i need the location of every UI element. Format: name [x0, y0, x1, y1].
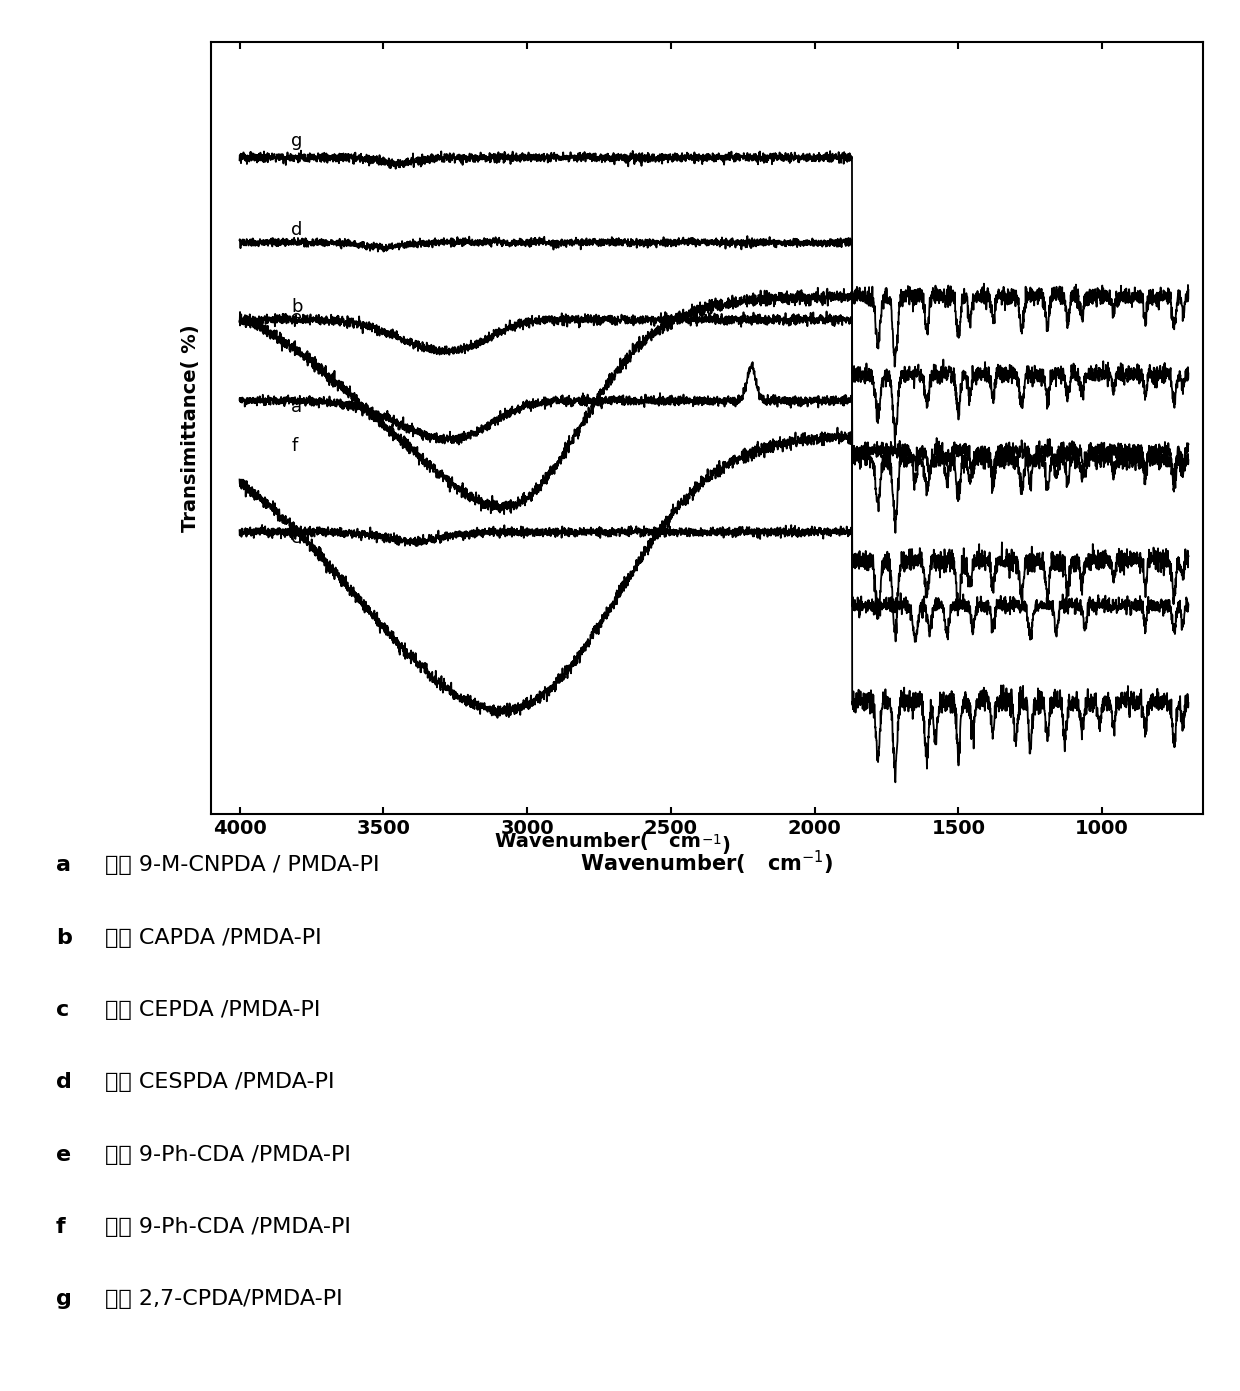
Text: f: f [291, 437, 298, 455]
Text: a: a [56, 855, 71, 875]
Text: c: c [291, 530, 301, 548]
Text: 对应 CESPDA /PMDA-PI: 对应 CESPDA /PMDA-PI [105, 1072, 335, 1092]
X-axis label: Wavenumber(   cm$^{-1}$): Wavenumber( cm$^{-1}$) [580, 849, 833, 876]
Y-axis label: Transimittance( %): Transimittance( %) [181, 324, 200, 531]
Text: g: g [56, 1289, 72, 1309]
Text: 对应 9-Ph-CDA /PMDA-PI: 对应 9-Ph-CDA /PMDA-PI [105, 1145, 351, 1164]
Text: e: e [291, 309, 303, 327]
Text: $^{-1}$): $^{-1}$) [701, 832, 730, 857]
Text: b: b [56, 928, 72, 947]
Text: f: f [56, 1217, 66, 1237]
Text: 对应 CAPDA /PMDA-PI: 对应 CAPDA /PMDA-PI [105, 928, 322, 947]
Text: b: b [291, 298, 303, 316]
Text: g: g [291, 132, 303, 150]
Text: 对应 9-Ph-CDA /PMDA-PI: 对应 9-Ph-CDA /PMDA-PI [105, 1217, 351, 1237]
Text: d: d [291, 221, 303, 239]
Text: Wavenumber(   cm: Wavenumber( cm [495, 832, 701, 851]
Text: e: e [56, 1145, 71, 1164]
Text: 对应 9-M-CNPDA / PMDA-PI: 对应 9-M-CNPDA / PMDA-PI [105, 855, 379, 875]
Text: 对应 CEPDA /PMDA-PI: 对应 CEPDA /PMDA-PI [105, 1000, 321, 1020]
Text: d: d [56, 1072, 72, 1092]
Text: a: a [291, 398, 303, 416]
Text: c: c [56, 1000, 69, 1020]
Text: 对应 2,7-CPDA/PMDA-PI: 对应 2,7-CPDA/PMDA-PI [105, 1289, 343, 1309]
